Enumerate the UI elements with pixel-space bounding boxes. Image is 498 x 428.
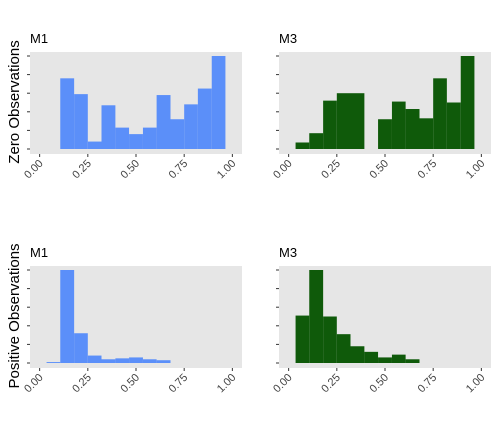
- histogram-bar: [129, 357, 143, 363]
- x-tick-label: 0.50: [367, 372, 391, 396]
- histogram-bar: [391, 354, 406, 363]
- histogram-bar: [460, 56, 475, 149]
- panel-row1-m1: M1 0.00 0.25 0.50 0.75 1.00: [22, 31, 242, 181]
- histogram-bar: [336, 93, 351, 149]
- histogram-bar: [323, 316, 337, 363]
- histogram-bar: [101, 105, 116, 149]
- histogram-bar: [378, 119, 392, 149]
- histogram-bar: [156, 95, 171, 149]
- row-label-zero-observations: Zero Observations: [6, 40, 23, 163]
- x-tick-label: 0.50: [118, 372, 142, 396]
- panel-row1-m3: M3 0.00 0.25 0.50 0.75 1.00: [271, 31, 491, 181]
- x-tick-label: 0.75: [167, 372, 191, 396]
- x-tick-label: 0.25: [70, 158, 94, 182]
- histogram-bar: [46, 362, 61, 363]
- x-tick-label: 0.00: [22, 158, 46, 182]
- histogram-bar: [336, 334, 351, 363]
- histogram-bar: [129, 134, 143, 149]
- histogram-bar: [446, 102, 461, 149]
- x-tick-label: 0.00: [22, 372, 46, 396]
- histogram-bar: [60, 270, 75, 363]
- x-tick-label: 0.50: [118, 158, 142, 182]
- histogram-bar: [197, 88, 212, 149]
- histogram-bar: [101, 359, 116, 363]
- histogram-bar: [142, 127, 157, 149]
- x-tick-label: 0.75: [167, 158, 191, 182]
- x-tick-label: 0.25: [319, 158, 343, 182]
- x-tick-label: 1.00: [464, 372, 488, 396]
- x-tick-label: 1.00: [215, 158, 239, 182]
- histogram-bar: [391, 101, 406, 149]
- panel-row2-m3: M3 0.00 0.25 0.50 0.75 1.00: [271, 245, 491, 395]
- histogram-bar: [295, 315, 310, 363]
- histogram-bar: [156, 360, 171, 363]
- x-tick-label: 0.00: [271, 372, 295, 396]
- histogram-bar: [378, 357, 392, 363]
- histogram-bar: [142, 359, 157, 363]
- histogram-bar: [323, 100, 337, 149]
- panel-title-row2-m3: M3: [279, 245, 297, 260]
- histogram-bar: [115, 358, 130, 363]
- panel-title-row1-m3: M3: [279, 31, 297, 46]
- histogram-bar: [115, 127, 130, 149]
- histogram-bar: [309, 270, 324, 363]
- histogram-bar: [74, 333, 88, 363]
- x-tick-label: 0.00: [271, 158, 295, 182]
- x-tick-label: 1.00: [464, 158, 488, 182]
- histogram-bar: [211, 56, 226, 149]
- histogram-bar: [364, 351, 379, 363]
- panels-group: M1 0.00 0.25 0.50 0.75 1.00 M3 0.00 0.25 0.50 0.75…: [22, 31, 491, 395]
- histogram-bar: [405, 359, 420, 363]
- histogram-bar: [87, 355, 102, 363]
- histogram-bar: [184, 104, 198, 149]
- histogram-bar: [87, 141, 102, 149]
- histogram-bar: [350, 93, 365, 149]
- x-tick-label: 0.25: [70, 372, 94, 396]
- panel-title-row2-m1: M1: [30, 245, 48, 260]
- x-tick-label: 1.00: [215, 372, 239, 396]
- histogram-bar: [170, 119, 185, 149]
- histogram-bar: [419, 118, 434, 149]
- histogram-bar: [295, 142, 310, 149]
- x-tick-label: 0.50: [367, 158, 391, 182]
- histogram-bar: [433, 78, 447, 149]
- x-tick-label: 0.75: [416, 372, 440, 396]
- x-tick-label: 0.25: [319, 372, 343, 396]
- histogram-bar: [309, 133, 324, 149]
- histogram-bar: [74, 94, 88, 149]
- x-tick-label: 0.75: [416, 158, 440, 182]
- panel-title-row1-m1: M1: [30, 31, 48, 46]
- histogram-bar: [405, 109, 420, 149]
- histogram-bar: [350, 346, 365, 363]
- row-label-positive-observations: Positive Observations: [6, 243, 23, 388]
- histogram-bar: [60, 78, 75, 149]
- panel-row2-m1: M1 0.00 0.25 0.50 0.75 1.00: [22, 245, 242, 395]
